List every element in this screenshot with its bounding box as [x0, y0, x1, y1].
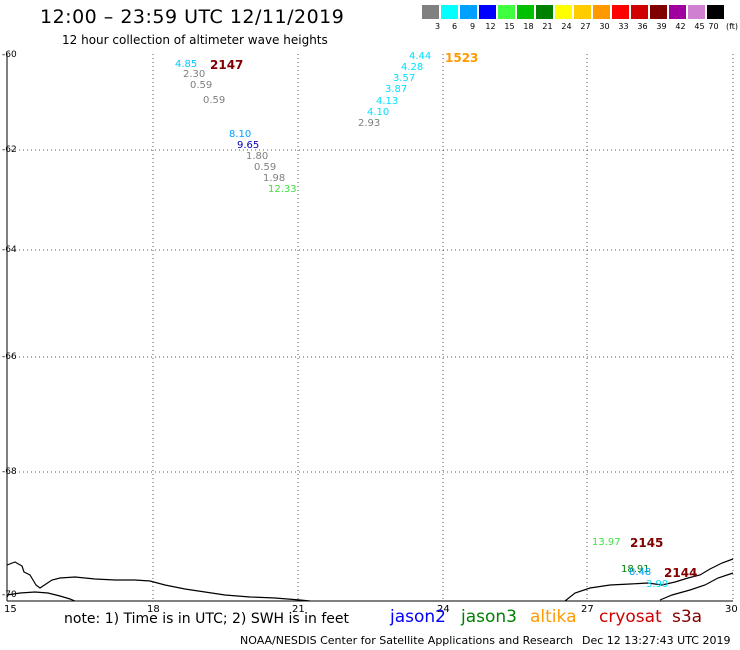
legend-swatch-45 [688, 5, 705, 19]
pass-number: 2145 [630, 536, 664, 550]
satellite-jason2: jason2 [390, 607, 446, 627]
pass-number: 1523 [445, 51, 479, 65]
lat-label: -66 [2, 352, 17, 362]
generated-timestamp: Dec 12 13:27:43 UTC 2019 [582, 634, 731, 647]
legend-swatch-12 [479, 5, 496, 19]
legend-swatch-39 [650, 5, 667, 19]
map-title: 12:00 – 23:59 UTC 12/11/2019 [40, 6, 345, 28]
wave-reading: 12.33 [268, 184, 297, 195]
legend-swatch-3 [422, 5, 439, 19]
pass-number: 2144 [664, 566, 698, 580]
lat-label: -62 [2, 145, 17, 155]
lat-label: -60 [2, 50, 17, 60]
lat-label: -64 [2, 245, 17, 255]
legend-label: 9 [469, 22, 476, 31]
legend-label: 6 [451, 22, 458, 31]
legend-swatch-42 [669, 5, 686, 19]
wave-reading: 13.97 [592, 537, 621, 548]
satellite-altika: altika [530, 607, 577, 627]
credit-line: NOAA/NESDIS Center for Satellite Applica… [240, 634, 574, 647]
wave-reading: 1.80 [246, 151, 269, 162]
legend-label: 39 [656, 22, 667, 31]
wave-reading: 18.91 [621, 564, 650, 575]
map-subtitle: 12 hour collection of altimeter wave hei… [62, 33, 328, 47]
wave-reading: 4.85 [175, 59, 198, 70]
legend-label: 18 [523, 22, 534, 31]
lon-label: 24 [437, 604, 450, 615]
footer-note: note: 1) Time is in UTC; 2) SWH is in fe… [64, 611, 350, 627]
wave-reading: 3.57 [393, 73, 416, 84]
legend-label: 42 [675, 22, 686, 31]
legend-label: 12 [485, 22, 496, 31]
pass-number: 2147 [210, 58, 244, 72]
wave-reading: 1.98 [263, 173, 286, 184]
legend-unit: (ft) [725, 22, 739, 31]
satellite-jason3: jason3 [461, 607, 517, 627]
wave-reading: 0.59 [190, 80, 213, 91]
legend-label: 24 [561, 22, 572, 31]
lon-label: 27 [581, 604, 594, 615]
wave-reading: 8.10 [229, 129, 252, 140]
legend-label: 30 [599, 22, 610, 31]
legend-swatch-9 [460, 5, 477, 19]
wave-reading: 8.48 [629, 567, 652, 578]
lon-label: 30 [725, 604, 738, 615]
coastline [6, 561, 311, 602]
legend-swatch-27 [574, 5, 591, 19]
latitude-gridlines [7, 149, 733, 473]
satellite-cryosat: cryosat [599, 607, 662, 627]
legend-swatch-33 [612, 5, 629, 19]
legend-label: 21 [542, 22, 553, 31]
legend-label: 36 [637, 22, 648, 31]
wave-reading: 2.30 [183, 69, 206, 80]
legend-label: 70 [708, 22, 719, 31]
satellite-s3a: s3a [672, 607, 703, 627]
legend-swatch-15 [498, 5, 515, 19]
legend-swatch-18 [517, 5, 534, 19]
legend-swatch-6 [441, 5, 458, 19]
wave-reading: 4.13 [376, 96, 399, 107]
legend-label: 15 [504, 22, 515, 31]
wave-reading: 4.28 [401, 62, 424, 73]
legend-label: 27 [580, 22, 591, 31]
lat-label: -68 [2, 467, 17, 477]
legend-label: 45 [694, 22, 705, 31]
wave-reading: 4.44 [409, 51, 432, 62]
legend-label: 33 [618, 22, 629, 31]
legend-swatch-24 [555, 5, 572, 19]
coastline-east-inner [659, 572, 734, 601]
legend-label: 3 [434, 22, 441, 31]
lon-label: 18 [147, 604, 160, 615]
wave-reading: 4.10 [367, 107, 390, 118]
legend-swatch-36 [631, 5, 648, 19]
lon-label: 15 [4, 604, 17, 615]
wave-reading: 0.59 [254, 162, 277, 173]
wave-reading: 3.90 [646, 579, 669, 590]
coastline-east [564, 558, 734, 602]
legend-swatch-70 [707, 5, 724, 19]
wave-reading: 9.65 [237, 140, 260, 151]
coastline-ice-edge [6, 591, 76, 602]
wave-reading: 0.59 [203, 95, 226, 106]
wave-reading: 2.93 [358, 118, 381, 129]
legend-swatch-21 [536, 5, 553, 19]
lat-label: -70 [2, 590, 17, 600]
lon-label: 21 [292, 604, 305, 615]
legend-swatch-30 [593, 5, 610, 19]
wave-reading: 3.87 [385, 84, 408, 95]
